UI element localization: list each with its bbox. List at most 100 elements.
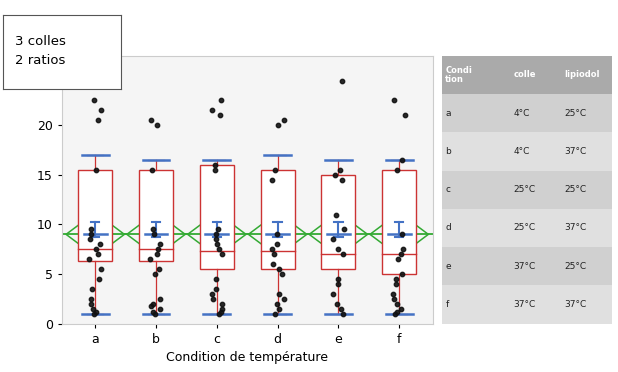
Point <box>273 301 282 307</box>
Point <box>87 301 96 307</box>
Text: d: d <box>445 224 451 232</box>
Point <box>211 231 221 237</box>
Point <box>85 256 95 262</box>
Point <box>212 241 222 247</box>
Point <box>273 122 283 128</box>
Point <box>279 117 289 123</box>
Text: 37°C: 37°C <box>564 147 586 156</box>
Point <box>218 301 227 307</box>
Bar <box>442 209 612 247</box>
Point <box>270 167 280 173</box>
Point <box>336 306 346 312</box>
Point <box>331 172 341 178</box>
Bar <box>200 165 234 269</box>
Point <box>89 97 99 103</box>
Point <box>90 311 99 317</box>
Point <box>93 117 103 123</box>
Point <box>145 256 155 262</box>
Text: 37°C: 37°C <box>514 262 536 271</box>
Point <box>86 227 96 232</box>
Point <box>150 271 159 277</box>
Bar <box>261 170 295 269</box>
Bar <box>442 132 612 171</box>
Point <box>156 306 166 312</box>
Point <box>391 276 401 282</box>
Point <box>154 296 164 302</box>
Point <box>148 227 158 232</box>
Point <box>149 231 159 237</box>
Point <box>218 251 227 257</box>
Bar <box>382 170 416 274</box>
Point <box>91 167 101 173</box>
Point <box>87 286 96 292</box>
Text: 25°C: 25°C <box>514 224 535 232</box>
Bar <box>442 285 612 324</box>
Text: 25°C: 25°C <box>564 262 586 271</box>
Text: 4°C: 4°C <box>514 147 530 156</box>
Point <box>146 167 156 173</box>
Point <box>400 112 410 118</box>
Point <box>391 311 400 317</box>
Point <box>267 246 277 252</box>
Point <box>389 291 399 297</box>
Point <box>337 78 347 84</box>
Text: colle: colle <box>514 70 536 80</box>
Point <box>207 291 217 297</box>
Text: Condi
tion: Condi tion <box>445 65 472 84</box>
Point <box>153 122 163 128</box>
Point <box>153 246 163 252</box>
Text: 37°C: 37°C <box>564 300 586 309</box>
Point <box>211 236 221 242</box>
Point <box>150 311 160 317</box>
Point <box>270 311 280 317</box>
Point <box>93 251 103 257</box>
Text: 37°C: 37°C <box>514 300 536 309</box>
Text: lipiodol: lipiodol <box>564 70 599 80</box>
Bar <box>442 94 612 132</box>
Point <box>88 306 98 312</box>
Point <box>392 167 402 173</box>
Point <box>328 236 338 242</box>
Point <box>274 291 284 297</box>
Point <box>274 306 284 312</box>
Point <box>392 301 402 307</box>
Point <box>218 306 227 312</box>
Point <box>91 309 101 315</box>
Point <box>328 291 338 297</box>
Text: 25°C: 25°C <box>514 185 535 194</box>
Point <box>210 167 220 173</box>
Point <box>398 246 408 252</box>
Point <box>91 246 101 252</box>
Text: 25°C: 25°C <box>564 185 586 194</box>
Point <box>268 177 277 183</box>
Point <box>210 162 220 168</box>
Point <box>334 281 344 287</box>
Point <box>274 266 284 272</box>
Point <box>148 301 158 307</box>
Point <box>396 251 406 257</box>
Point <box>332 301 342 307</box>
Text: 25°C: 25°C <box>564 109 586 118</box>
Bar <box>139 170 173 261</box>
Point <box>207 108 217 113</box>
Point <box>337 177 347 183</box>
Point <box>391 281 401 287</box>
Point <box>216 309 226 315</box>
Point <box>389 97 399 103</box>
Text: e: e <box>445 262 451 271</box>
Point <box>396 306 406 312</box>
Point <box>277 271 287 277</box>
Text: 4°C: 4°C <box>514 109 530 118</box>
Point <box>335 167 345 173</box>
Point <box>397 271 407 277</box>
Point <box>393 256 403 262</box>
Point <box>86 231 96 237</box>
Point <box>214 311 224 317</box>
Point <box>397 157 407 163</box>
Bar <box>442 171 612 209</box>
Point <box>146 117 156 123</box>
Point <box>389 296 399 302</box>
Text: 3 colles
2 ratios: 3 colles 2 ratios <box>15 35 66 67</box>
Point <box>96 108 106 113</box>
Bar <box>78 170 112 261</box>
